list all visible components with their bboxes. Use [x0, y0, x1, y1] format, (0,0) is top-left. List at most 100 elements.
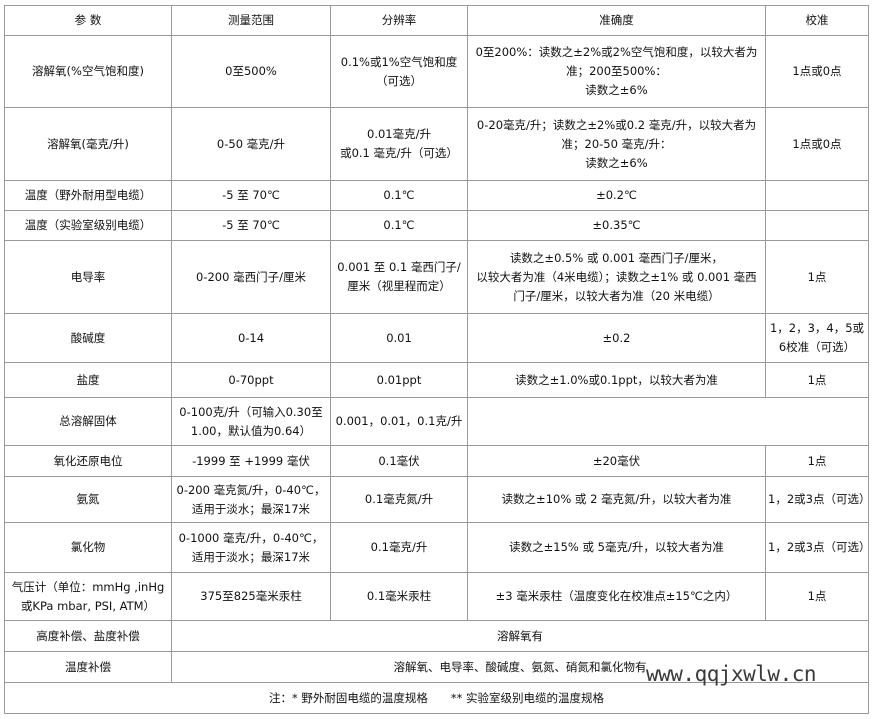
param-cell: 氯化物	[4, 522, 172, 573]
watermark: www.qqjxwlw.cn	[646, 662, 817, 686]
resolution-cell-line: （可选）	[376, 73, 422, 88]
table-row: 氧化还原电位 -1999 至 +1999 毫伏 0.1毫伏 ±20毫伏 1点	[4, 445, 869, 477]
accuracy-cell: 读数之±10% 或 2 毫克氮/升，以较大者为准	[467, 476, 766, 523]
accuracy-cell-line: 读数之±6%	[585, 155, 648, 170]
resolution-cell: 0.1毫伏	[330, 445, 468, 477]
table-row: 溶解氧(毫克/升) 0-50 毫克/升 0.01毫克/升 或0.1 毫克/升（可选） 0…	[4, 107, 869, 181]
resolution-cell: 0.1℃	[330, 210, 468, 241]
accuracy-cell: ±0.2	[467, 313, 766, 363]
resolution-cell-line: 0.001 至 0.1 毫西门子/	[337, 260, 461, 274]
resolution-cell-line: 0.1毫伏	[378, 453, 420, 468]
accuracy-cell-line: 读数之±1.0%或0.1ppt，以较大者为准	[515, 372, 718, 387]
calibration-cell: 1点	[765, 362, 869, 398]
resolution-cell: 0.001，0.01，0.1克/升	[330, 397, 468, 446]
range-cell: 0-1000 毫克/升，0-40℃，适用于淡水；最深17米	[171, 522, 331, 573]
resolution-cell: 0.1毫克氮/升	[330, 476, 468, 523]
calibration-cell: 1点	[765, 445, 869, 477]
resolution-cell-line: 或0.1 毫克/升（可选）	[340, 146, 458, 160]
accuracy-cell-line: ±0.2	[602, 330, 631, 345]
accuracy-cell-line: 读数之±10% 或 2 毫克氮/升，以较大者为准	[501, 492, 732, 506]
accuracy-cell-line: 读数之±0.5% 或 0.001 毫西门子/厘米，	[509, 250, 724, 265]
table-row: 氨氮 0-200 毫克氮/升，0-40℃，适用于淡水；最深17米 0.1毫克氮/升 读…	[4, 476, 869, 523]
resolution-cell-line: 0.1℃	[383, 218, 415, 232]
compensation-row: 高度补偿、盐度补偿 溶解氧有	[4, 620, 869, 652]
resolution-cell: 0.01毫克/升或0.1 毫克/升（可选）	[330, 107, 468, 181]
compensation-param: 温度补偿	[4, 651, 172, 683]
accuracy-cell-line: 读数之±6%	[585, 83, 648, 97]
accuracy-cell-line: 读数之±15% 或 5毫克/升，以较大者为准	[509, 540, 724, 554]
range-cell: 0-200 毫克氮/升，0-40℃，适用于淡水；最深17米	[171, 476, 331, 523]
table-row: 氯化物 0-1000 毫克/升，0-40℃，适用于淡水；最深17米 0.1毫克/升 读…	[4, 522, 869, 573]
header-resolution: 分辨率	[330, 5, 468, 36]
resolution-cell-line: 厘米（视里程而定）	[347, 279, 451, 293]
range-cell: 0-200 毫西门子/厘米	[171, 240, 331, 314]
range-cell: -5 至 70℃	[171, 210, 331, 241]
param-cell: 电导率	[4, 240, 172, 314]
resolution-cell: 0.1%或1%空气饱和度 （可选）	[330, 35, 468, 108]
resolution-cell: 0.1毫米汞柱	[330, 572, 468, 621]
param-cell: 氧化还原电位	[4, 445, 172, 477]
accuracy-cell-line: 门子/厘米，以较大者为准（20 米电缆）	[513, 288, 720, 303]
resolution-cell-line: 0.001，0.01，0.1克/升	[335, 414, 463, 428]
accuracy-cell: ±0.35℃	[467, 210, 766, 241]
range-cell: 0-70ppt	[171, 362, 331, 398]
resolution-cell-line: 0.1毫克氮/升	[364, 492, 434, 506]
header-range: 测量范围	[171, 5, 331, 36]
accuracy-cell: 读数之±0.5% 或 0.001 毫西门子/厘米， 以较大者为准（4米电缆）；读数…	[467, 240, 766, 314]
accuracy-cell-line: 准；20-50 毫克/升：	[561, 136, 672, 151]
param-cell: 溶解氧(%空气饱和度)	[4, 35, 172, 108]
table-row: 气压计（单位：mmHg ,inHg或KPa mbar, PSI, ATM） 375…	[4, 572, 869, 621]
resolution-cell: 0.01ppt	[330, 362, 468, 398]
table-row: 温度（野外耐用型电缆） -5 至 70℃ 0.1℃ ±0.2℃	[4, 180, 869, 211]
accuracy-cell: ±0.2℃	[467, 180, 766, 211]
header-param: 参 数	[4, 5, 172, 36]
param-cell: 溶解氧(毫克/升)	[4, 107, 172, 181]
param-cell: 温度（野外耐用型电缆）	[4, 180, 172, 211]
accuracy-cell-line: ±3 毫米汞柱（温度变化在校准点±15℃之内）	[495, 589, 738, 603]
range-cell: 375至825毫米汞柱	[171, 572, 331, 621]
param-cell: 盐度	[4, 362, 172, 398]
param-cell: 温度（实验室级别电缆）	[4, 210, 172, 241]
resolution-cell: 0.1℃	[330, 180, 468, 211]
param-cell: 总溶解固体	[4, 397, 172, 446]
resolution-cell-line: 0.1毫米汞柱	[366, 589, 432, 603]
compensation-row: 温度补偿 溶解氧、电导率、酸碱度、氨氮、硝氮和氯化物有	[4, 651, 869, 683]
table-row: 酸碱度 0-14 0.01 ±0.2 1，2，3，4，5或6校准（可选）	[4, 313, 869, 363]
header-accuracy: 准确度	[467, 5, 766, 36]
header-row: 参 数 测量范围 分辨率 准确度 校准	[4, 5, 869, 36]
compensation-value: 溶解氧有	[171, 620, 869, 652]
table-row: 盐度 0-70ppt 0.01ppt 读数之±1.0%或0.1ppt，以较大者为准 1点	[4, 362, 869, 398]
range-cell: 0-14	[171, 313, 331, 363]
accuracy-cell-line: 0-20毫克/升；读数之±2%或0.2 毫克/升，以较大者为	[476, 117, 757, 132]
header-calibration: 校准	[765, 5, 869, 36]
param-cell: 氨氮	[4, 476, 172, 523]
resolution-cell-line: 0.1℃	[383, 188, 415, 202]
calibration-cell	[765, 210, 869, 241]
calibration-cell: 1，2，3，4，5或6校准（可选）	[765, 313, 869, 363]
range-cell: 0-100克/升（可输入0.30至1.00，默认值为0.64）	[171, 397, 331, 446]
accuracy-cell: ±3 毫米汞柱（温度变化在校准点±15℃之内）	[467, 572, 766, 621]
resolution-cell-line: 0.01毫克/升	[367, 127, 431, 141]
accuracy-cell-line: 以较大者为准（4米电缆）；读数之±1% 或 0.001 毫西	[476, 269, 757, 284]
range-cell: 0-50 毫克/升	[171, 107, 331, 181]
accuracy-cell: ±20毫伏	[467, 445, 766, 477]
accuracy-cell: 0至200%：读数之±2%或2%空气饱和度，以较大者为 准；200至500%： 读数…	[467, 35, 766, 108]
note-row: 注：* 野外耐固电缆的温度规格 ** 实验室级别电缆的温度规格	[4, 682, 869, 714]
range-cell: -1999 至 +1999 毫伏	[171, 445, 331, 477]
accuracy-cell	[467, 397, 869, 446]
compensation-value: 溶解氧、电导率、酸碱度、氨氮、硝氮和氯化物有	[171, 651, 869, 683]
calibration-cell	[765, 180, 869, 211]
param-cell: 酸碱度	[4, 313, 172, 363]
accuracy-cell-line: ±20毫伏	[592, 453, 641, 468]
resolution-cell: 0.001 至 0.1 毫西门子/厘米（视里程而定）	[330, 240, 468, 314]
accuracy-cell-line: ±0.35℃	[592, 218, 641, 232]
calibration-cell: 1，2或3点（可选）	[765, 522, 869, 573]
table-row: 电导率 0-200 毫西门子/厘米 0.001 至 0.1 毫西门子/厘米（视里程而…	[4, 240, 869, 314]
accuracy-cell-line: 准；200至500%：	[566, 64, 667, 78]
calibration-cell: 1，2或3点（可选）	[765, 476, 869, 523]
calibration-cell: 1点	[765, 572, 869, 621]
table-row: 溶解氧(%空气饱和度) 0至500% 0.1%或1%空气饱和度 （可选） 0至200%：…	[4, 35, 869, 108]
compensation-param: 高度补偿、盐度补偿	[4, 620, 172, 652]
calibration-cell: 1点或0点	[765, 35, 869, 108]
resolution-cell: 0.1毫克/升	[330, 522, 468, 573]
